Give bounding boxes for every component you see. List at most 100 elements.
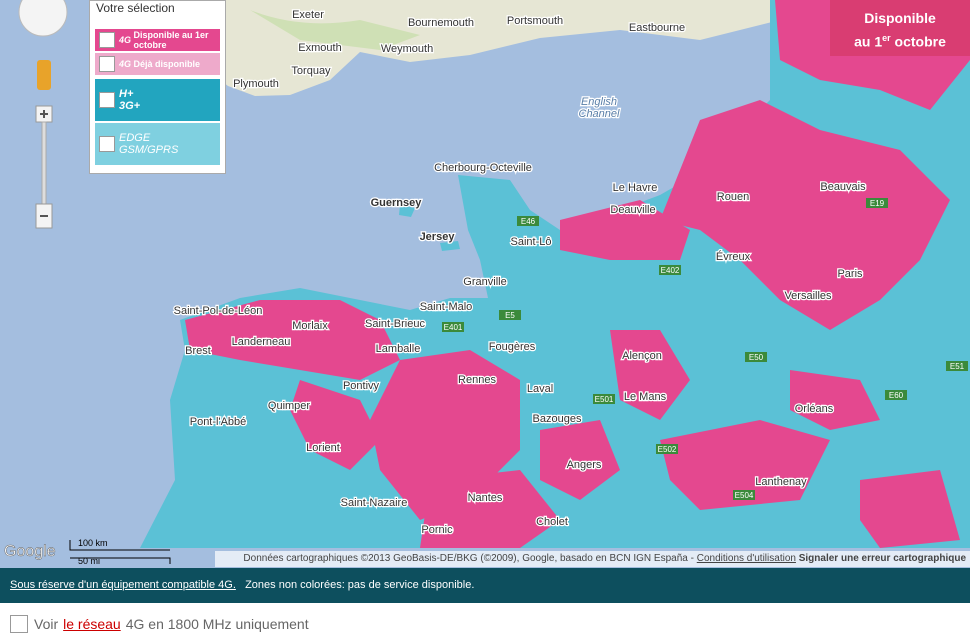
- legend: Votre sélection 4G Disponible au 1er oct…: [89, 0, 226, 174]
- place-label: Le Havre: [613, 182, 658, 194]
- road-shield: [946, 361, 968, 371]
- pegman[interactable]: [37, 60, 51, 90]
- option-link[interactable]: le réseau: [63, 616, 121, 632]
- place-label: Exeter: [292, 9, 324, 21]
- road-shield: [517, 216, 539, 226]
- road-label: E502: [658, 445, 677, 454]
- place-label: Plymouth: [233, 78, 279, 90]
- guernsey-island: [399, 205, 415, 217]
- banner-month: octobre: [894, 33, 946, 50]
- google-logo: Google: [4, 543, 56, 560]
- road-label: E401: [444, 323, 463, 332]
- place-label: Pontivy: [343, 380, 380, 392]
- checkbox[interactable]: [99, 32, 115, 48]
- plus-icon: [40, 110, 48, 118]
- coverage-4g: [185, 0, 970, 548]
- place-label: Rouen: [717, 191, 749, 203]
- legend-label: Déjà disponible: [133, 59, 201, 69]
- place-label: Bournemouth: [408, 17, 474, 29]
- legend-item[interactable]: EDGE GSM/GPRS: [95, 123, 220, 165]
- place-label: Channel: [579, 108, 621, 120]
- road-label: E19: [870, 199, 885, 208]
- place-label: Deauville: [610, 204, 655, 216]
- checkbox[interactable]: [99, 56, 115, 72]
- place-label: Beauvais: [820, 181, 866, 193]
- place-label: Weymouth: [381, 43, 433, 55]
- place-label: Saint-Lô: [511, 236, 552, 248]
- badge: 4G: [119, 59, 132, 69]
- zoom-slider[interactable]: [41, 121, 47, 205]
- badge: 4G: [119, 35, 132, 45]
- legend-title: Votre sélection: [96, 1, 175, 15]
- place-label: Lorient: [306, 442, 340, 454]
- banner-sup: er: [882, 33, 891, 43]
- checkbox[interactable]: [99, 92, 115, 108]
- road-label: E60: [889, 391, 904, 400]
- place-label: Exmouth: [298, 42, 341, 54]
- road-shield: [442, 322, 464, 332]
- place-label: Saint-Nazaire: [341, 497, 408, 509]
- place-label: Évreux: [716, 250, 751, 263]
- legend-item[interactable]: 4G Déjà disponible: [95, 53, 220, 75]
- option-suffix: 4G en 1800 MHz uniquement: [125, 616, 309, 632]
- jersey-island: [440, 241, 460, 251]
- road-shield: [656, 444, 678, 454]
- place-label: Saint-Malo: [420, 301, 473, 313]
- road-label: E51: [950, 362, 965, 371]
- checkbox[interactable]: [99, 136, 115, 152]
- legend-label: H+ 3G+: [119, 88, 140, 112]
- place-label: Laval: [527, 383, 553, 395]
- attribution: Données cartographiques ©2013 GeoBasis-D…: [215, 551, 970, 567]
- scale-mi: 50 mi: [78, 556, 100, 566]
- report-link[interactable]: Signaler une erreur cartographique: [798, 553, 966, 564]
- road-shield: [885, 390, 907, 400]
- place-label: Pornic: [421, 524, 453, 536]
- legend-item[interactable]: H+ 3G+: [95, 79, 220, 121]
- place-label: Cherbourg-Octeville: [434, 162, 532, 174]
- notice-text: Zones non colorées: pas de service dispo…: [245, 579, 475, 591]
- map[interactable]: Exeter Bournemouth Portsmouth Eastbourne Exm…: [0, 0, 970, 568]
- place-label: Bazouges: [533, 413, 582, 425]
- road-label: E50: [749, 353, 764, 362]
- place-label: Angers: [567, 459, 602, 471]
- notice-link[interactable]: Sous réserve d'un équipement compatible …: [10, 579, 236, 591]
- option-checkbox[interactable]: [10, 615, 28, 633]
- scale-km: 100 km: [78, 538, 108, 548]
- road-label: E402: [661, 266, 680, 275]
- pan-control[interactable]: [18, 0, 68, 37]
- park: [250, 10, 420, 50]
- edge: EDGE: [119, 132, 151, 144]
- place-label: Quimper: [268, 400, 311, 412]
- option: Voir le réseau 4G en 1800 MHz uniquement: [10, 615, 309, 633]
- place-label: Jersey: [420, 231, 456, 243]
- legend-label: Disponible au 1er octobre: [133, 30, 209, 50]
- road-label: E5: [505, 311, 515, 320]
- road-shield: [733, 490, 755, 500]
- h-plus: H+: [119, 88, 134, 100]
- road-label: E46: [521, 217, 536, 226]
- place-label: Orléans: [795, 403, 834, 415]
- legend-label: EDGE GSM/GPRS: [119, 132, 178, 156]
- place-label: Versailles: [784, 290, 832, 302]
- gsm: GSM/GPRS: [119, 144, 179, 156]
- road-shield: [745, 352, 767, 362]
- attribution-text: Données cartographiques ©2013 GeoBasis-D…: [243, 553, 694, 564]
- road-label: E501: [595, 395, 614, 404]
- place-labels: Exeter Bournemouth Portsmouth Eastbourne Exm…: [172, 8, 867, 538]
- place-label: Landerneau: [232, 336, 291, 348]
- place-label: Le Mans: [624, 391, 667, 403]
- place-label: Rennes: [458, 374, 496, 386]
- place-label: Alençon: [622, 350, 662, 362]
- legend-item[interactable]: 4G Disponible au 1er octobre: [95, 29, 220, 51]
- road-shield: [866, 198, 888, 208]
- terms-link[interactable]: Conditions d'utilisation: [696, 553, 796, 564]
- place-label: Saint-Brieuc: [365, 318, 425, 330]
- place-label: Cholet: [536, 516, 568, 528]
- place-label: Lamballe: [376, 343, 421, 355]
- place-label: Saint-Pol-de-Léon: [174, 305, 263, 317]
- road-shield: [659, 265, 681, 275]
- place-label: Nantes: [468, 492, 503, 504]
- road-label: E504: [735, 491, 754, 500]
- place-label: Portsmouth: [507, 15, 563, 27]
- place-label: Paris: [837, 268, 863, 280]
